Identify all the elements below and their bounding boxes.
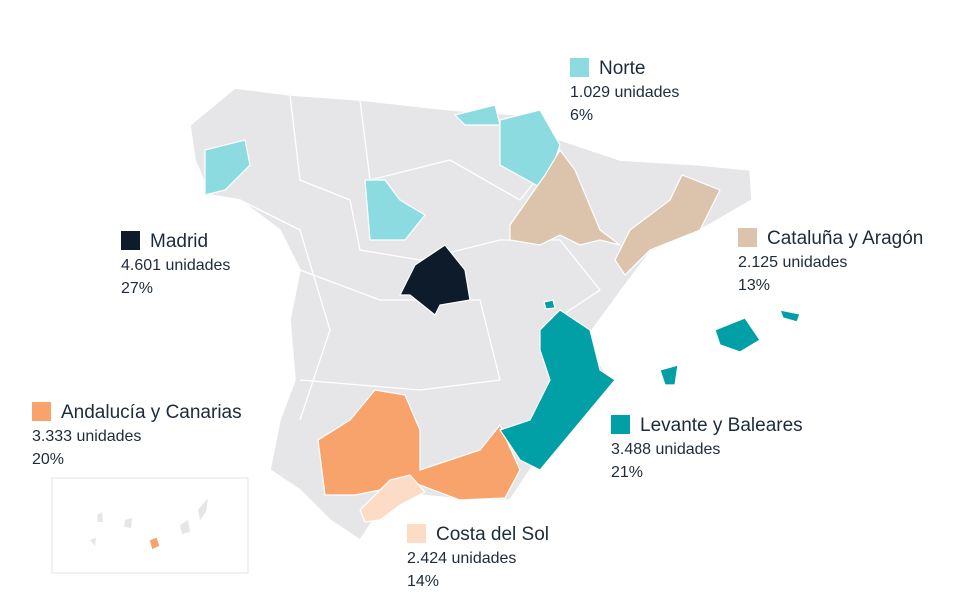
region-share: 6% [570, 107, 593, 124]
border [299, 269, 501, 391]
border [289, 94, 601, 331]
island [97, 512, 103, 522]
region-shape [359, 474, 426, 523]
region-units: 3.488 unidades [611, 441, 720, 458]
region-shape [204, 139, 251, 196]
region-name: Madrid [150, 231, 208, 252]
inset-frame [51, 477, 249, 574]
region-shape [364, 179, 426, 241]
legend-swatch [407, 524, 426, 543]
island [198, 498, 208, 520]
island [90, 538, 96, 546]
regions [148, 104, 801, 551]
region-shape [543, 299, 556, 310]
legend: Norte 1.029 unidades 6% Madrid 4.601 unidade… [32, 58, 923, 590]
region-shape [509, 148, 621, 246]
region-share: 13% [738, 277, 770, 294]
region-share: 14% [407, 573, 439, 590]
region-name: Norte [599, 58, 645, 79]
legend-swatch [32, 402, 51, 421]
region-units: 4.601 unidades [121, 257, 230, 274]
legend-swatch [570, 58, 589, 77]
region-shape [614, 174, 721, 276]
region-share: 21% [611, 464, 643, 481]
region-units: 3.333 unidades [32, 428, 141, 445]
region-share: 27% [121, 280, 153, 297]
region-shape [317, 389, 521, 501]
border [239, 199, 331, 421]
region-name: Costa del Sol [436, 524, 549, 545]
island [124, 518, 132, 528]
region-shape [779, 309, 801, 323]
region-name: Andalucía y Canarias [61, 402, 242, 423]
region-shape [399, 244, 471, 316]
region-units: 2.424 unidades [407, 550, 516, 567]
region-name: Cataluña y Aragón [767, 228, 923, 249]
legend-swatch [738, 228, 757, 247]
legend-swatch [121, 231, 140, 250]
canarias-inset [51, 477, 249, 574]
region-units: 2.125 unidades [738, 254, 847, 271]
legend-swatch [611, 415, 630, 434]
region-shape [714, 317, 761, 353]
island [180, 520, 190, 534]
region-shape [499, 309, 616, 471]
region-name: Levante y Baleares [640, 415, 803, 436]
region-share: 20% [32, 451, 64, 468]
region-units: 1.029 unidades [570, 84, 679, 101]
region-shape [148, 536, 161, 551]
region-shape [659, 364, 679, 386]
region-shape [453, 104, 501, 126]
